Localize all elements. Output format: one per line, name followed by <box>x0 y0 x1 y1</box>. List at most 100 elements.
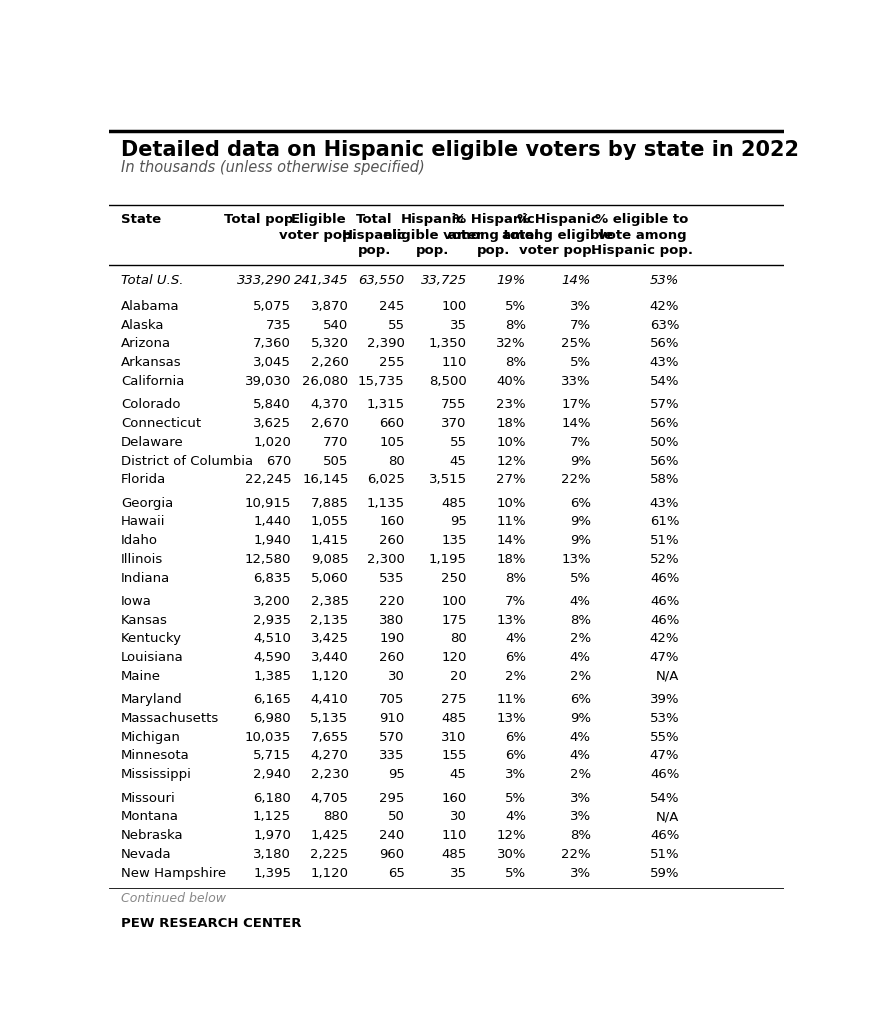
Text: 755: 755 <box>441 398 467 411</box>
Text: 2,385: 2,385 <box>310 595 348 608</box>
Text: 55: 55 <box>449 436 467 449</box>
Text: 10%: 10% <box>496 436 526 449</box>
Text: Total U.S.: Total U.S. <box>121 274 184 287</box>
Text: 880: 880 <box>323 810 348 824</box>
Text: 670: 670 <box>266 454 291 468</box>
Text: 13%: 13% <box>561 552 591 566</box>
Text: 42%: 42% <box>650 300 679 313</box>
Text: 5,320: 5,320 <box>310 338 348 351</box>
Text: Nevada: Nevada <box>121 848 172 860</box>
Text: 175: 175 <box>441 614 467 627</box>
Text: 250: 250 <box>442 572 467 584</box>
Text: 2,390: 2,390 <box>367 338 404 351</box>
Text: Total pop.: Total pop. <box>224 214 298 226</box>
Text: 3,870: 3,870 <box>311 300 348 313</box>
Text: 260: 260 <box>379 652 404 664</box>
Text: 4,270: 4,270 <box>311 750 348 762</box>
Text: 7%: 7% <box>505 595 526 608</box>
Text: Michigan: Michigan <box>121 730 181 744</box>
Text: 2,135: 2,135 <box>310 614 348 627</box>
Text: 3,200: 3,200 <box>253 595 291 608</box>
Text: 63%: 63% <box>650 319 679 331</box>
Text: Florida: Florida <box>121 474 166 486</box>
Text: 6%: 6% <box>505 730 526 744</box>
Text: Hawaii: Hawaii <box>121 516 165 528</box>
Text: 7%: 7% <box>570 319 591 331</box>
Text: 7%: 7% <box>570 436 591 449</box>
Text: 370: 370 <box>442 417 467 430</box>
Text: 2%: 2% <box>505 670 526 683</box>
Text: 33,725: 33,725 <box>421 274 467 287</box>
Text: 30: 30 <box>388 670 404 683</box>
Text: 570: 570 <box>379 730 404 744</box>
Text: PEW RESEARCH CENTER: PEW RESEARCH CENTER <box>121 917 301 930</box>
Text: Total
Hispanic
pop.: Total Hispanic pop. <box>342 214 406 258</box>
Text: 3%: 3% <box>570 792 591 804</box>
Text: 1,970: 1,970 <box>253 829 291 842</box>
Text: 46%: 46% <box>650 572 679 584</box>
Text: 46%: 46% <box>650 595 679 608</box>
Text: 3%: 3% <box>505 768 526 782</box>
Text: 2,230: 2,230 <box>310 768 348 782</box>
Text: 5,715: 5,715 <box>253 750 291 762</box>
Text: Illinois: Illinois <box>121 552 163 566</box>
Text: 14%: 14% <box>562 274 591 287</box>
Text: 9%: 9% <box>570 712 591 725</box>
Text: 1,195: 1,195 <box>429 552 467 566</box>
Text: 4%: 4% <box>570 595 591 608</box>
Text: 4%: 4% <box>570 730 591 744</box>
Text: 95: 95 <box>449 516 467 528</box>
Text: 42%: 42% <box>650 632 679 646</box>
Text: 17%: 17% <box>561 398 591 411</box>
Text: Alabama: Alabama <box>121 300 179 313</box>
Text: 58%: 58% <box>650 474 679 486</box>
Text: 5%: 5% <box>505 866 526 880</box>
Text: 45: 45 <box>449 454 467 468</box>
Text: 55%: 55% <box>650 730 679 744</box>
Text: 8%: 8% <box>505 572 526 584</box>
Text: 2,935: 2,935 <box>253 614 291 627</box>
Text: 245: 245 <box>379 300 404 313</box>
Text: 2%: 2% <box>570 768 591 782</box>
Text: 9%: 9% <box>570 516 591 528</box>
Text: Indiana: Indiana <box>121 572 170 584</box>
Text: 54%: 54% <box>650 792 679 804</box>
Text: 6,980: 6,980 <box>253 712 291 725</box>
Text: 11%: 11% <box>496 516 526 528</box>
Text: 35: 35 <box>449 866 467 880</box>
Text: 110: 110 <box>442 829 467 842</box>
Text: 6,025: 6,025 <box>367 474 404 486</box>
Text: 9,085: 9,085 <box>311 552 348 566</box>
Text: 485: 485 <box>442 496 467 509</box>
Text: 16,145: 16,145 <box>302 474 348 486</box>
Text: 4,370: 4,370 <box>311 398 348 411</box>
Text: 1,415: 1,415 <box>310 534 348 547</box>
Text: 333,290: 333,290 <box>237 274 291 287</box>
Text: 4,705: 4,705 <box>311 792 348 804</box>
Text: Montana: Montana <box>121 810 179 824</box>
Text: 1,120: 1,120 <box>310 866 348 880</box>
Text: 39,030: 39,030 <box>245 375 291 388</box>
Text: 1,120: 1,120 <box>310 670 348 683</box>
Text: 7,885: 7,885 <box>311 496 348 509</box>
Text: 23%: 23% <box>496 398 526 411</box>
Text: 56%: 56% <box>650 454 679 468</box>
Text: 3,180: 3,180 <box>253 848 291 860</box>
Text: 660: 660 <box>380 417 404 430</box>
Text: Maryland: Maryland <box>121 694 183 706</box>
Text: 40%: 40% <box>496 375 526 388</box>
Text: 8%: 8% <box>505 319 526 331</box>
Text: 51%: 51% <box>650 848 679 860</box>
Text: 35: 35 <box>449 319 467 331</box>
Text: 1,440: 1,440 <box>253 516 291 528</box>
Text: 380: 380 <box>379 614 404 627</box>
Text: 39%: 39% <box>650 694 679 706</box>
Text: Delaware: Delaware <box>121 436 184 449</box>
Text: 10,915: 10,915 <box>245 496 291 509</box>
Text: 260: 260 <box>379 534 404 547</box>
Text: 2,260: 2,260 <box>311 356 348 369</box>
Text: 3%: 3% <box>570 866 591 880</box>
Text: 30: 30 <box>449 810 467 824</box>
Text: New Hampshire: New Hampshire <box>121 866 226 880</box>
Text: 65: 65 <box>388 866 404 880</box>
